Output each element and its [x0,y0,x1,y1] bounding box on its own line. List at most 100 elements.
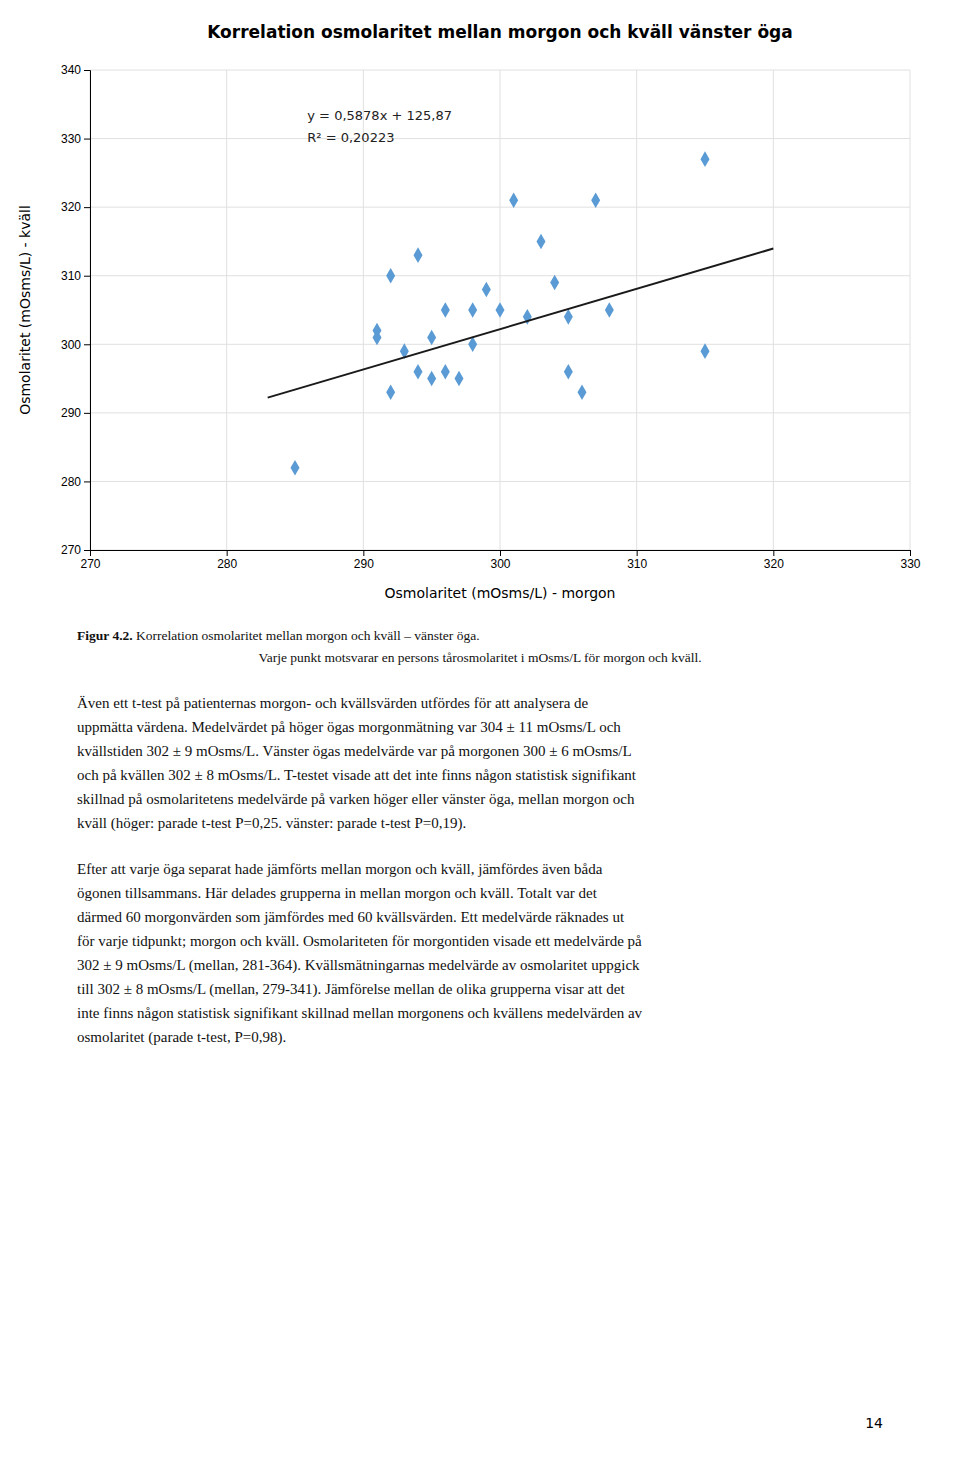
text-section: Figur 4.2. Korrelation osmolaritet mella… [77,625,883,1071]
point [701,343,710,359]
point [701,151,710,167]
tick-mark [500,550,501,556]
tick-label: 270 [80,557,100,571]
tick-label: 300 [61,338,81,352]
tick: 320 [61,200,90,214]
tick: 320 [764,550,784,571]
tick-mark [84,344,90,345]
point [537,234,546,250]
tick: 290 [61,406,90,420]
grid-line [90,344,910,345]
trendline [268,249,774,398]
tick-mark [84,207,90,208]
paragraph-line: skillnad på osmolaritetens medelvärde på… [77,787,883,811]
tick-mark [84,550,90,551]
tick-label: 320 [764,557,784,571]
paragraph-line: Efter att varje öga separat hade jämfört… [77,857,883,881]
tick-mark [84,70,90,71]
grid-line [773,70,774,550]
plot: 270 280 290 300 310 320 330 270 280 290 300 310 320 3… [61,63,921,570]
tick-label: 310 [61,269,81,283]
axis-line [91,551,911,557]
tick-mark [84,139,90,140]
page-number: 14 [865,1415,883,1431]
point [496,302,505,318]
x-axis-title: Osmolaritet (mOsms/L) - morgon [385,585,616,601]
tick: 270 [61,543,90,557]
paragraph-line: kväll (höger: parade t-test P=0,25. väns… [77,811,883,835]
grid-line [90,138,910,139]
tick-label: 340 [61,63,81,77]
point [591,192,600,208]
point [564,309,573,325]
tick-mark [910,550,911,556]
point [509,192,518,208]
grid [90,70,910,550]
tick-label: 280 [61,475,81,489]
tick-label: 270 [61,543,81,557]
point [427,330,436,346]
caption-text: Varje punkt motsvarar en persons tårosmo… [77,647,883,669]
grid-line [90,412,910,413]
caption-text: Korrelation osmolaritet mellan morgon oc… [133,628,480,643]
tick: 330 [61,132,90,146]
grid-line [90,70,910,71]
tick: 290 [354,550,374,571]
tick-label: 300 [490,557,510,571]
point [578,384,587,400]
paragraph-line: osmolaritet (parade t-test, P=0,98). [77,1025,883,1049]
paragraph-line: ögonen tillsammans. Här delades gruppern… [77,881,883,905]
chart: 270 280 290 300 310 320 330 270 280 290 300 310 320 3… [0,0,960,620]
marks [268,151,774,475]
tick-mark [227,550,228,556]
caption-line: Figur 4.2. Korrelation osmolaritet mella… [77,625,883,647]
tick: 330 [900,550,920,571]
grid-line [90,207,910,208]
paragraph-line: Även ett t-test på patienternas morgon- … [77,691,883,715]
tick: 280 [217,550,237,571]
paragraph: Även ett t-test på patienternas morgon- … [77,691,883,835]
paragraph-line: därmed 60 morgonvärden som jämfördes med… [77,905,883,929]
paragraph-line: kvällstiden 302 ± 9 mOsms/L. Vänster öga… [77,739,883,763]
point [468,302,477,318]
tick-mark [363,550,364,556]
tick: 300 [490,550,510,571]
point [373,323,382,339]
tick-mark [773,550,774,556]
tick-label: 320 [61,200,81,214]
point [550,275,559,291]
tick: 340 [61,63,90,77]
point [455,371,464,387]
paragraph-line: till 302 ± 8 mOsms/L (mellan, 279-341). … [77,977,883,1001]
grid-line [226,70,227,550]
tick-label: 290 [61,406,81,420]
axis-line [84,71,91,551]
point [291,460,300,476]
tick-label: 330 [61,132,81,146]
paragraph-line: och på kvällen 302 ± 8 mOsms/L. T-testet… [77,763,883,787]
caption-label: Figur 4.2. [77,628,133,643]
tick-label: 330 [900,557,920,571]
tick-label: 310 [627,557,647,571]
paragraph-line: inte finns någon statistisk signifikant … [77,1001,883,1025]
grid-line [90,481,910,482]
point [427,371,436,387]
annotation: R² = 0,20223 [307,130,394,145]
grid-line [910,70,911,550]
tick-label: 290 [354,557,374,571]
tick: 300 [61,338,90,352]
paragraph-line: 302 ± 9 mOsms/L (mellan, 281-364). Kväll… [77,953,883,977]
tick-label: 280 [217,557,237,571]
annotation: y = 0,5878x + 125,87 [307,108,452,123]
paragraph: Efter att varje öga separat hade jämfört… [77,857,883,1049]
tick: 310 [627,550,647,571]
point [441,302,450,318]
point [564,364,573,380]
point [414,247,423,263]
paragraph-line: för varje tidpunkt; morgon och kväll. Os… [77,929,883,953]
point [482,282,491,298]
caption: Figur 4.2. Korrelation osmolaritet mella… [77,625,883,669]
tick-mark [84,481,90,482]
grid-line [636,70,637,550]
y-axis-title: Osmolaritet (mOsms/L) - kväll [17,205,33,415]
